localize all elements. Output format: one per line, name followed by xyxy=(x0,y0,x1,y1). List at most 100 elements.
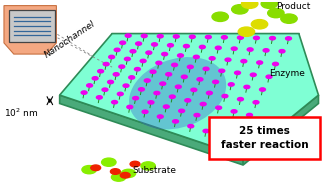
Circle shape xyxy=(238,98,243,101)
Circle shape xyxy=(241,60,247,63)
Circle shape xyxy=(146,51,152,54)
Circle shape xyxy=(281,14,297,23)
Circle shape xyxy=(141,34,147,38)
Circle shape xyxy=(209,118,215,121)
Circle shape xyxy=(142,110,148,113)
Circle shape xyxy=(269,36,275,40)
Circle shape xyxy=(228,83,234,86)
Circle shape xyxy=(81,91,87,94)
Circle shape xyxy=(240,126,246,129)
Circle shape xyxy=(254,36,259,40)
Circle shape xyxy=(191,88,197,91)
Circle shape xyxy=(173,35,179,38)
Circle shape xyxy=(200,102,206,106)
Circle shape xyxy=(222,94,228,98)
Text: Substrate: Substrate xyxy=(133,166,177,175)
Circle shape xyxy=(238,27,255,36)
Circle shape xyxy=(215,46,221,50)
Circle shape xyxy=(121,169,136,177)
Circle shape xyxy=(113,73,119,76)
Circle shape xyxy=(139,88,144,91)
Circle shape xyxy=(114,48,120,52)
Circle shape xyxy=(130,161,140,167)
Circle shape xyxy=(102,158,116,166)
Circle shape xyxy=(156,61,162,65)
Circle shape xyxy=(193,55,199,59)
Circle shape xyxy=(127,105,133,109)
Circle shape xyxy=(194,113,200,117)
Circle shape xyxy=(231,47,237,50)
Circle shape xyxy=(162,52,167,56)
Circle shape xyxy=(266,75,272,78)
Text: $10^2$ nm: $10^2$ nm xyxy=(4,107,38,119)
Circle shape xyxy=(96,96,102,99)
Circle shape xyxy=(225,58,231,61)
Circle shape xyxy=(190,35,195,38)
Circle shape xyxy=(120,41,126,44)
Circle shape xyxy=(225,122,231,125)
Circle shape xyxy=(246,113,252,117)
Circle shape xyxy=(206,91,212,95)
Circle shape xyxy=(253,101,259,104)
Circle shape xyxy=(279,50,285,53)
Circle shape xyxy=(141,162,155,170)
Circle shape xyxy=(197,78,203,81)
Circle shape xyxy=(169,95,175,98)
Circle shape xyxy=(218,134,224,137)
Circle shape xyxy=(185,99,191,102)
Circle shape xyxy=(261,0,278,8)
Circle shape xyxy=(286,37,291,40)
Circle shape xyxy=(235,71,240,74)
Ellipse shape xyxy=(129,57,226,129)
Circle shape xyxy=(178,54,184,57)
Circle shape xyxy=(166,73,172,76)
Circle shape xyxy=(119,65,125,68)
Circle shape xyxy=(247,48,253,51)
Text: Product: Product xyxy=(276,2,310,11)
Text: 25 times
faster reaction: 25 times faster reaction xyxy=(221,126,308,149)
Circle shape xyxy=(232,5,248,14)
Circle shape xyxy=(82,166,96,174)
Circle shape xyxy=(272,62,278,66)
Circle shape xyxy=(102,88,108,91)
Polygon shape xyxy=(4,6,56,54)
Circle shape xyxy=(257,61,263,64)
Circle shape xyxy=(175,85,181,88)
Circle shape xyxy=(111,169,120,174)
FancyBboxPatch shape xyxy=(9,10,55,42)
Circle shape xyxy=(164,105,169,108)
Polygon shape xyxy=(112,34,299,42)
Circle shape xyxy=(150,70,156,73)
Circle shape xyxy=(219,69,225,73)
Circle shape xyxy=(144,79,150,82)
Circle shape xyxy=(124,57,130,61)
Circle shape xyxy=(157,115,163,118)
Circle shape xyxy=(129,76,135,79)
Circle shape xyxy=(112,101,117,104)
Circle shape xyxy=(133,97,139,100)
Circle shape xyxy=(87,84,92,87)
Circle shape xyxy=(135,67,140,71)
Circle shape xyxy=(172,63,178,67)
Circle shape xyxy=(221,36,227,39)
Circle shape xyxy=(109,55,114,59)
Circle shape xyxy=(184,44,190,48)
Circle shape xyxy=(181,75,187,78)
Circle shape xyxy=(120,172,130,178)
Circle shape xyxy=(244,85,250,89)
Circle shape xyxy=(148,101,154,104)
Polygon shape xyxy=(60,95,243,165)
Circle shape xyxy=(112,173,126,181)
Circle shape xyxy=(136,42,141,45)
Circle shape xyxy=(241,0,258,8)
Circle shape xyxy=(98,70,104,73)
Circle shape xyxy=(203,67,209,70)
Circle shape xyxy=(167,44,173,47)
Circle shape xyxy=(140,59,146,63)
Circle shape xyxy=(188,65,193,69)
Circle shape xyxy=(160,82,166,85)
Circle shape xyxy=(199,45,205,49)
Circle shape xyxy=(251,20,268,29)
Circle shape xyxy=(268,8,284,18)
Circle shape xyxy=(152,43,158,46)
